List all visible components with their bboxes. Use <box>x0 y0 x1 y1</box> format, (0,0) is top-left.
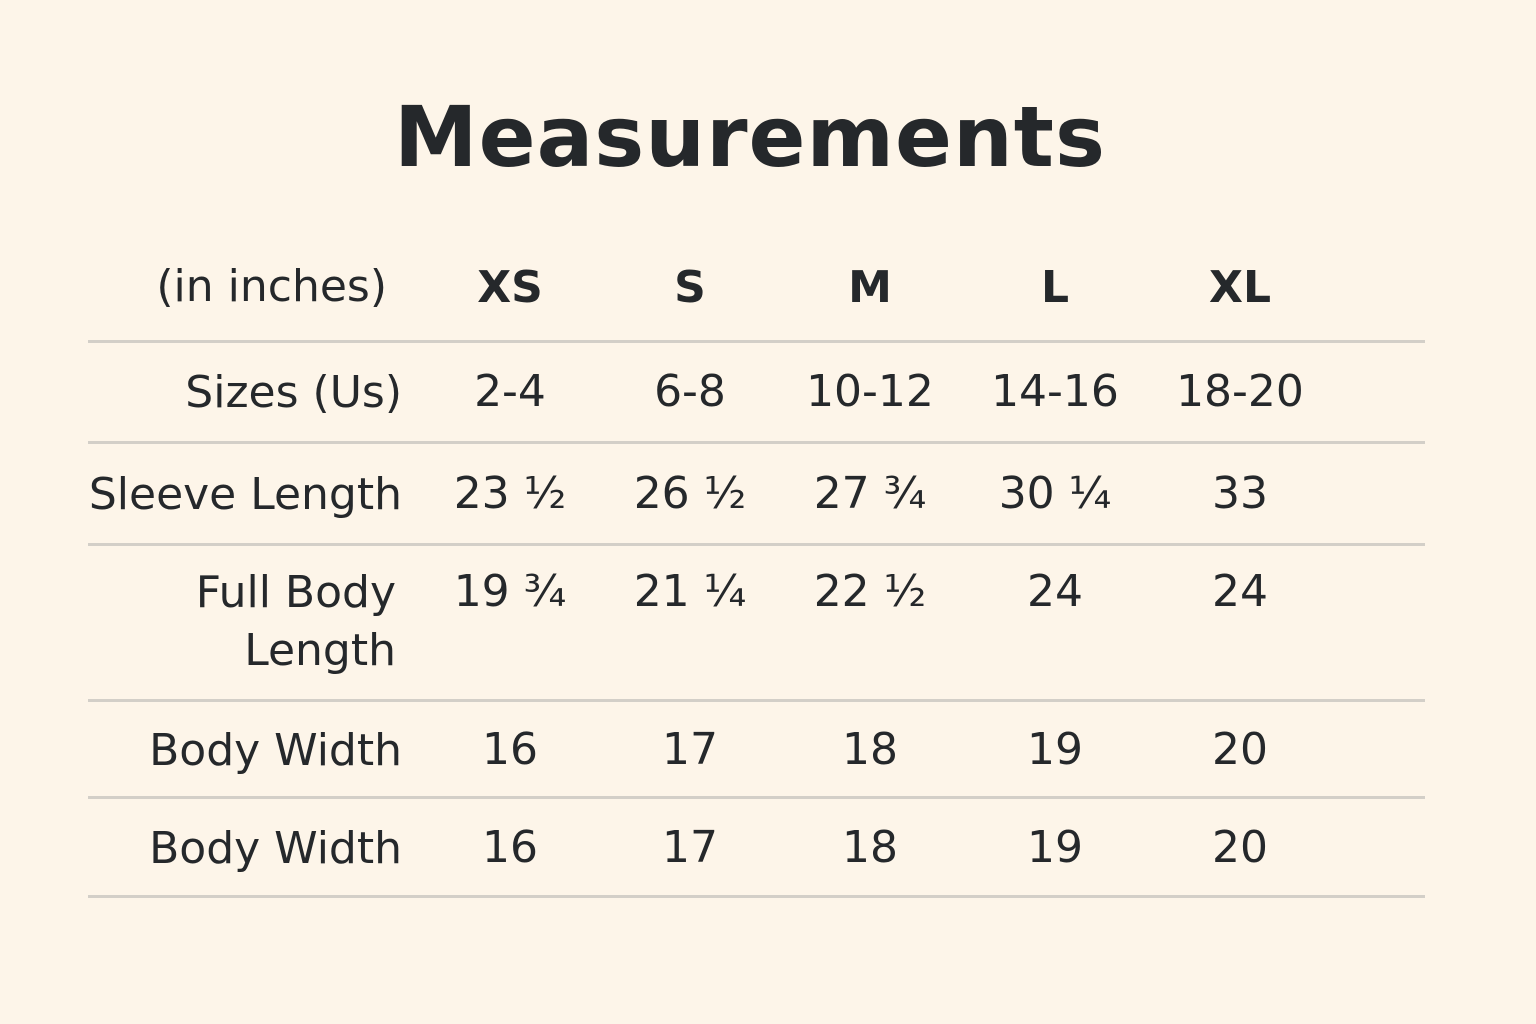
row-label: Full Body Length <box>195 567 396 676</box>
column-header-s: S <box>674 262 706 313</box>
row-label: Sleeve Length <box>88 469 402 520</box>
table-cell: 14-16 <box>991 366 1119 417</box>
table-cell: 19 <box>1027 724 1083 775</box>
row-label: Body Width <box>149 725 402 776</box>
table-cell: 18 <box>842 822 898 873</box>
row-label: Sizes (Us) <box>185 367 402 418</box>
row-label: Body Width <box>149 823 402 874</box>
table-cell: 20 <box>1212 822 1268 873</box>
table-cell: 19 <box>1027 822 1083 873</box>
table-cell: 27 ¾ <box>813 468 927 519</box>
table-cell: 6-8 <box>654 366 726 417</box>
unit-label: (in inches) <box>156 261 387 312</box>
table-cell: 18-20 <box>1176 366 1304 417</box>
table-cell: 16 <box>482 822 538 873</box>
row-divider <box>88 895 1425 898</box>
table-cell: 17 <box>662 724 718 775</box>
table-cell: 21 ¼ <box>633 566 747 617</box>
column-header-l: L <box>1040 262 1070 313</box>
table-cell: 10-12 <box>806 366 934 417</box>
table-cell: 24 <box>1212 566 1268 617</box>
table-cell: 17 <box>662 822 718 873</box>
column-header-m: M <box>848 262 892 313</box>
table-cell: 19 ¾ <box>453 566 567 617</box>
row-divider <box>88 543 1425 546</box>
table-cell: 24 <box>1027 566 1083 617</box>
table-cell: 23 ½ <box>453 468 567 519</box>
table-cell: 16 <box>482 724 538 775</box>
column-header-xs: XS <box>477 262 543 313</box>
page-title: Measurements <box>394 88 1106 186</box>
column-header-xl: XL <box>1209 262 1271 313</box>
table-cell: 22 ½ <box>813 566 927 617</box>
table-cell: 26 ½ <box>633 468 747 519</box>
table-cell: 33 <box>1212 468 1268 519</box>
table-cell: 2-4 <box>474 366 546 417</box>
row-divider <box>88 340 1425 343</box>
row-divider <box>88 796 1425 799</box>
table-cell: 18 <box>842 724 898 775</box>
row-divider <box>88 441 1425 444</box>
table-cell: 20 <box>1212 724 1268 775</box>
table-cell: 30 ¼ <box>998 468 1112 519</box>
row-divider <box>88 699 1425 702</box>
